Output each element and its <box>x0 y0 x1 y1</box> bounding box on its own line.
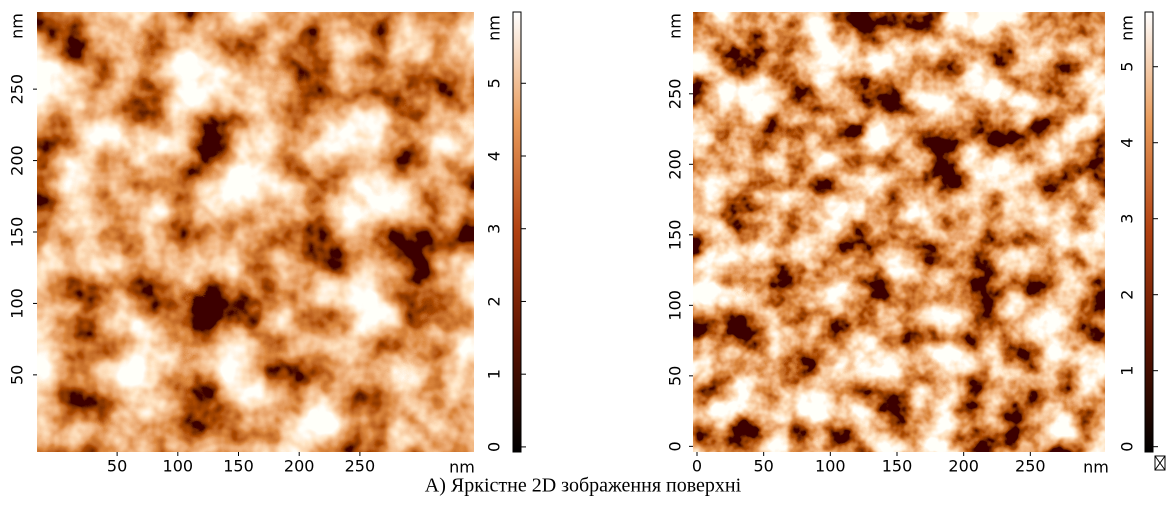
y-tick-label: 50 <box>8 365 27 385</box>
colorbar-tick-label: 5 <box>485 78 504 88</box>
colorbar <box>512 11 522 453</box>
x-tick-label: 0 <box>692 457 702 476</box>
x-tick-label: 200 <box>284 457 315 476</box>
colorbar-tick-label: 4 <box>485 151 504 161</box>
y-tick-label: 100 <box>8 288 27 319</box>
x-tick-label: 200 <box>948 457 979 476</box>
y-tick-label: 100 <box>666 290 685 321</box>
x-tick-label: 250 <box>1015 457 1046 476</box>
colorbar-tick-label: 0 <box>485 442 504 452</box>
x-tick-label: 100 <box>163 457 194 476</box>
colorbar-tick-label: 0 <box>1118 442 1137 452</box>
y-tick-label: 250 <box>8 74 27 105</box>
x-tick-label: 100 <box>815 457 846 476</box>
colorbar-tick-label: 1 <box>1118 366 1137 376</box>
afm-image <box>693 12 1105 452</box>
y-tick-label: 200 <box>666 149 685 180</box>
y-axis-unit: nm <box>8 13 27 39</box>
colorbar <box>1144 11 1154 453</box>
y-axis-unit: nm <box>666 13 685 39</box>
x-tick-label: 50 <box>107 457 127 476</box>
y-tick-label: 250 <box>666 79 685 110</box>
colorbar-tick-label: 3 <box>1118 214 1137 224</box>
x-tick-label: 150 <box>223 457 254 476</box>
icon <box>1154 455 1166 471</box>
y-tick-label: 200 <box>8 145 27 176</box>
caption: A) Яркістне 2D зображення поверхні <box>425 475 742 497</box>
colorbar-unit: nm <box>1118 15 1137 41</box>
x-axis-unit: nm <box>449 458 475 477</box>
x-tick-label: 250 <box>345 457 376 476</box>
y-tick-label: 150 <box>8 217 27 248</box>
y-tick-label: 50 <box>666 366 685 386</box>
colorbar-tick-label: 1 <box>485 369 504 379</box>
afm-image <box>37 12 474 452</box>
colorbar-tick-label: 2 <box>1118 290 1137 300</box>
colorbar-unit: nm <box>485 15 504 41</box>
y-tick-label: 150 <box>666 220 685 251</box>
colorbar-tick-label: 3 <box>485 224 504 234</box>
y-tick-label: 0 <box>666 441 685 451</box>
x-axis-unit: nm <box>1083 458 1109 477</box>
colorbar-tick-label: 5 <box>1118 62 1137 72</box>
colorbar-tick-label: 2 <box>485 296 504 306</box>
colorbar-tick-label: 4 <box>1118 138 1137 148</box>
x-tick-label: 150 <box>882 457 913 476</box>
x-tick-label: 50 <box>753 457 773 476</box>
